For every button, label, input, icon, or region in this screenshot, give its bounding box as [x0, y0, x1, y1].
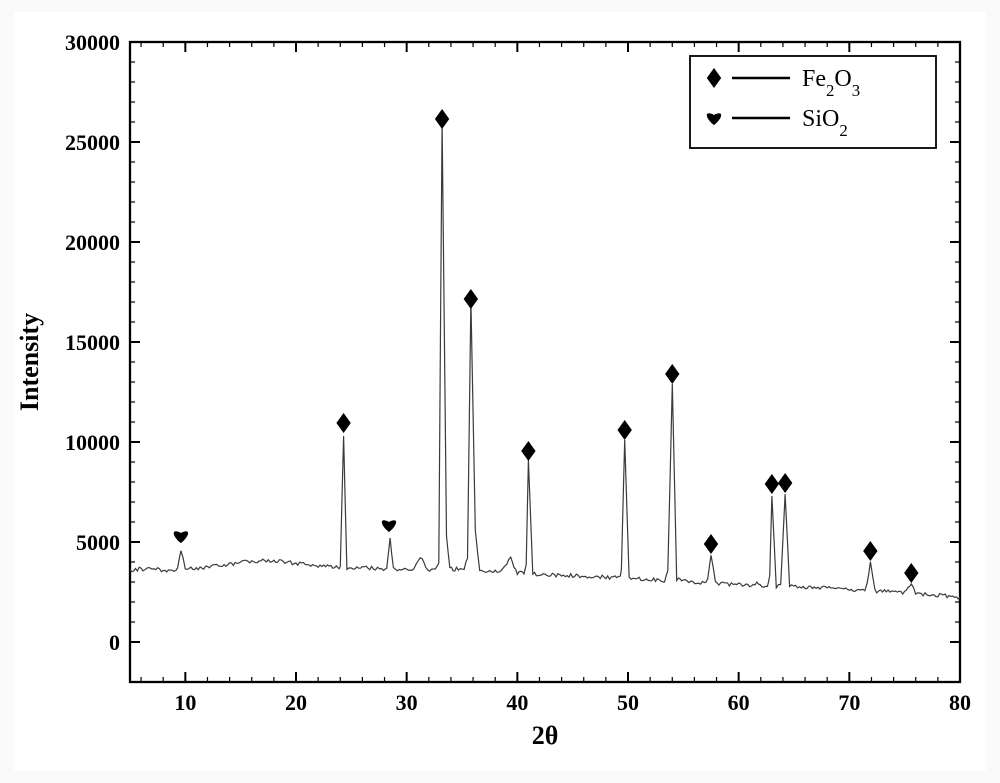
x-axis-label: 2θ [532, 721, 559, 750]
x-tick-label: 60 [728, 690, 750, 715]
diamond-icon [665, 364, 679, 384]
y-tick-label: 20000 [65, 230, 120, 255]
diamond-icon [904, 563, 918, 583]
diamond-icon [464, 289, 478, 309]
diamond-icon [435, 109, 449, 129]
x-tick-label: 80 [949, 690, 971, 715]
x-tick-label: 30 [396, 690, 418, 715]
diamond-icon [617, 420, 631, 440]
diamond-icon [765, 474, 779, 494]
diamond-icon [863, 541, 877, 561]
y-tick-label: 30000 [65, 30, 120, 55]
x-tick-label: 40 [506, 690, 528, 715]
x-tick-label: 70 [838, 690, 860, 715]
heart-icon [382, 520, 396, 532]
y-tick-label: 15000 [65, 330, 120, 355]
diamond-icon [521, 441, 535, 461]
xrd-chart: 10 20 30 40 50 60 70 80 0 5000 10000 15000 20000 2500… [0, 0, 1000, 783]
y-tick-label: 0 [109, 630, 120, 655]
y-tick-label: 25000 [65, 130, 120, 155]
diamond-icon [778, 473, 792, 493]
diamond-icon [336, 413, 350, 433]
x-tick-label: 50 [617, 690, 639, 715]
diamond-icon [704, 534, 718, 554]
y-tick-label: 10000 [65, 430, 120, 455]
x-tick-label: 10 [174, 690, 196, 715]
heart-icon [174, 531, 188, 543]
y-axis-label: Intensity [15, 313, 44, 411]
x-tick-label: 20 [285, 690, 307, 715]
y-tick-label: 5000 [76, 530, 120, 555]
xrd-trace [130, 122, 960, 599]
